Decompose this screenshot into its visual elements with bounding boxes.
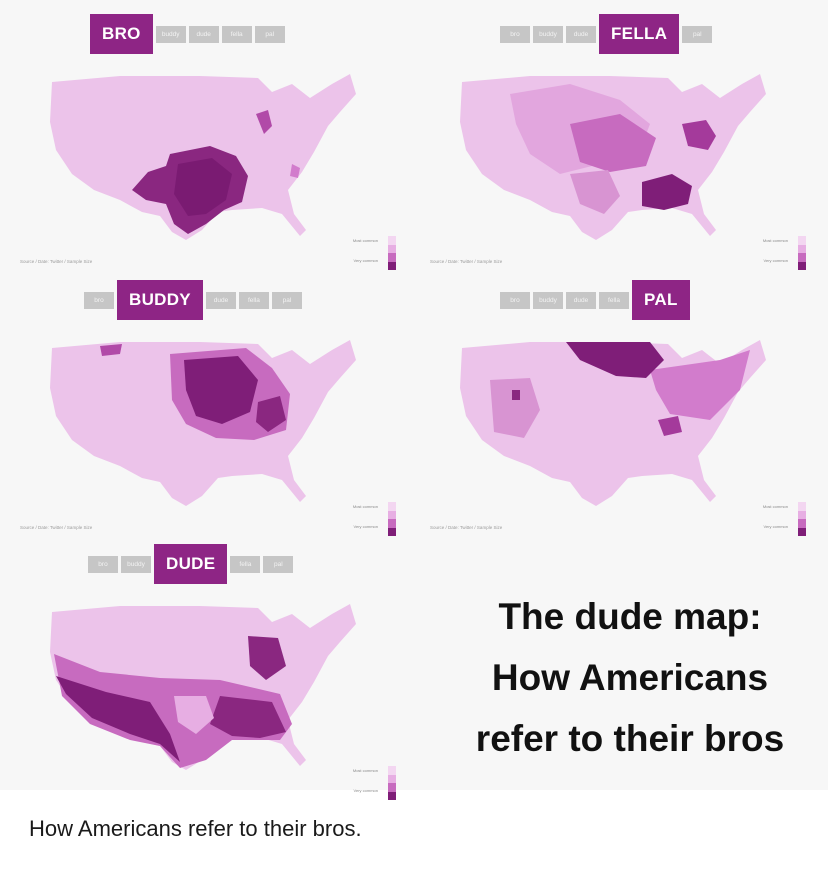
footnote: Source / Date: Twitter / Sample Size (430, 259, 503, 264)
region-southwest (490, 378, 540, 438)
tab-dude[interactable]: dude (188, 25, 219, 43)
tab-buddy[interactable]: BUDDY (117, 280, 203, 320)
region-southern-band (54, 654, 292, 768)
tab-buddy[interactable]: buddy (533, 291, 563, 309)
region-northeast (650, 350, 750, 420)
legend-color-ramp (388, 236, 396, 270)
us-map-dude (50, 604, 356, 770)
footnote: Source / Date: Twitter / Sample Size (430, 525, 503, 530)
tab-pal[interactable]: pal (263, 555, 294, 573)
tab-bro[interactable]: bro (84, 291, 114, 309)
legend: Most common Very common (336, 236, 396, 270)
legend-label-bottom: Very common (353, 788, 378, 793)
term-tabs: bro BUDDY dude fella pal (84, 280, 302, 320)
legend-color-ramp (388, 502, 396, 536)
tab-buddy[interactable]: buddy (155, 25, 186, 43)
headline-line-2: How Americans (491, 657, 769, 698)
tab-pal[interactable]: pal (254, 25, 285, 43)
hotspot-southeast (210, 696, 286, 738)
footnote: Source / Date: Twitter / Sample Size (20, 525, 93, 530)
tab-bro[interactable]: bro (88, 555, 118, 573)
region-texas (570, 170, 620, 214)
us-map-bro (50, 74, 356, 240)
tab-bro[interactable]: BRO (90, 14, 153, 54)
tab-dude[interactable]: DUDE (154, 544, 228, 584)
hotspot-northeast (682, 120, 716, 150)
tab-pal[interactable]: PAL (632, 280, 690, 320)
term-tabs: bro buddy dude fella PAL (500, 280, 690, 320)
region-central (570, 114, 656, 172)
legend-label-top: Most common (352, 768, 378, 773)
region-montana (100, 344, 122, 356)
term-tabs: bro buddy DUDE fella pal (88, 544, 294, 584)
hotspot-southeast (642, 174, 692, 210)
legend-color-ramp (798, 502, 806, 536)
hotspot-southwest (56, 676, 180, 762)
tab-dude[interactable]: dude (205, 291, 236, 309)
legend-label-top: Most common (762, 238, 788, 243)
legend-label-top: Most common (352, 238, 378, 243)
term-tabs: BRO buddy dude fella pal (90, 14, 285, 54)
panel-bro: BRO buddy dude fella pal Most common Ver… (10, 14, 410, 276)
hotspot-great-lakes (248, 636, 286, 680)
tab-dude[interactable]: dude (566, 291, 596, 309)
hotspot-midwest (184, 356, 258, 424)
hotspot-colorado (512, 390, 520, 400)
hotspot-ohio-valley (256, 396, 286, 432)
tab-fella[interactable]: fella (238, 291, 269, 309)
panel-dude: bro buddy DUDE fella pal Most common Ver… (10, 544, 410, 806)
tab-fella[interactable]: FELLA (599, 14, 680, 54)
tab-pal[interactable]: pal (271, 291, 302, 309)
legend-label-bottom: Very common (763, 524, 788, 529)
tab-fella[interactable]: fella (230, 555, 261, 573)
hotspot-tennessee (658, 416, 682, 436)
tab-pal[interactable]: pal (682, 25, 713, 43)
hotspot-southeast (290, 164, 300, 178)
panel-buddy: bro BUDDY dude fella pal Most common Ver… (10, 280, 410, 542)
legend: Most common Very common (336, 502, 396, 536)
legend-label-bottom: Very common (353, 524, 378, 529)
legend-label-top: Most common (352, 504, 378, 509)
legend: Most common Very common (746, 236, 806, 270)
tab-buddy[interactable]: buddy (533, 25, 563, 43)
us-map-fella (460, 74, 766, 240)
tab-fella[interactable]: fella (599, 291, 629, 309)
legend-label-top: Most common (762, 504, 788, 509)
hotspot-texas-core (174, 158, 232, 216)
headline-line-1: The dude map: (498, 596, 762, 637)
legend-label-bottom: Very common (353, 258, 378, 263)
post-caption: How Americans refer to their bros. (29, 816, 362, 841)
panel-fella: bro buddy dude FELLA pal Most common Ver… (420, 14, 820, 276)
us-map-buddy (50, 340, 356, 506)
footnote: Source / Date: Twitter / Sample Size (20, 259, 93, 264)
tab-dude[interactable]: dude (566, 25, 596, 43)
term-tabs: bro buddy dude FELLA pal (500, 14, 713, 54)
us-map-pal (460, 340, 766, 506)
tab-bro[interactable]: bro (500, 25, 530, 43)
legend-color-ramp (798, 236, 806, 270)
legend: Most common Very common (336, 766, 396, 800)
headline: The dude map: How Americans refer to the… (440, 586, 820, 769)
hotspot-great-lakes (256, 110, 272, 134)
panel-pal: bro buddy dude fella PAL Most common Ver… (420, 280, 820, 542)
hotspot-upper-midwest (566, 342, 664, 378)
legend: Most common Very common (746, 502, 806, 536)
region-oklahoma-ring (174, 696, 214, 734)
legend-label-bottom: Very common (763, 258, 788, 263)
tab-buddy[interactable]: buddy (121, 555, 151, 573)
headline-line-3: refer to their bros (475, 718, 785, 759)
tab-bro[interactable]: bro (500, 291, 530, 309)
tab-fella[interactable]: fella (221, 25, 252, 43)
dude-map-figure: BRO buddy dude fella pal Most common Ver… (10, 14, 820, 800)
legend-color-ramp (388, 766, 396, 800)
